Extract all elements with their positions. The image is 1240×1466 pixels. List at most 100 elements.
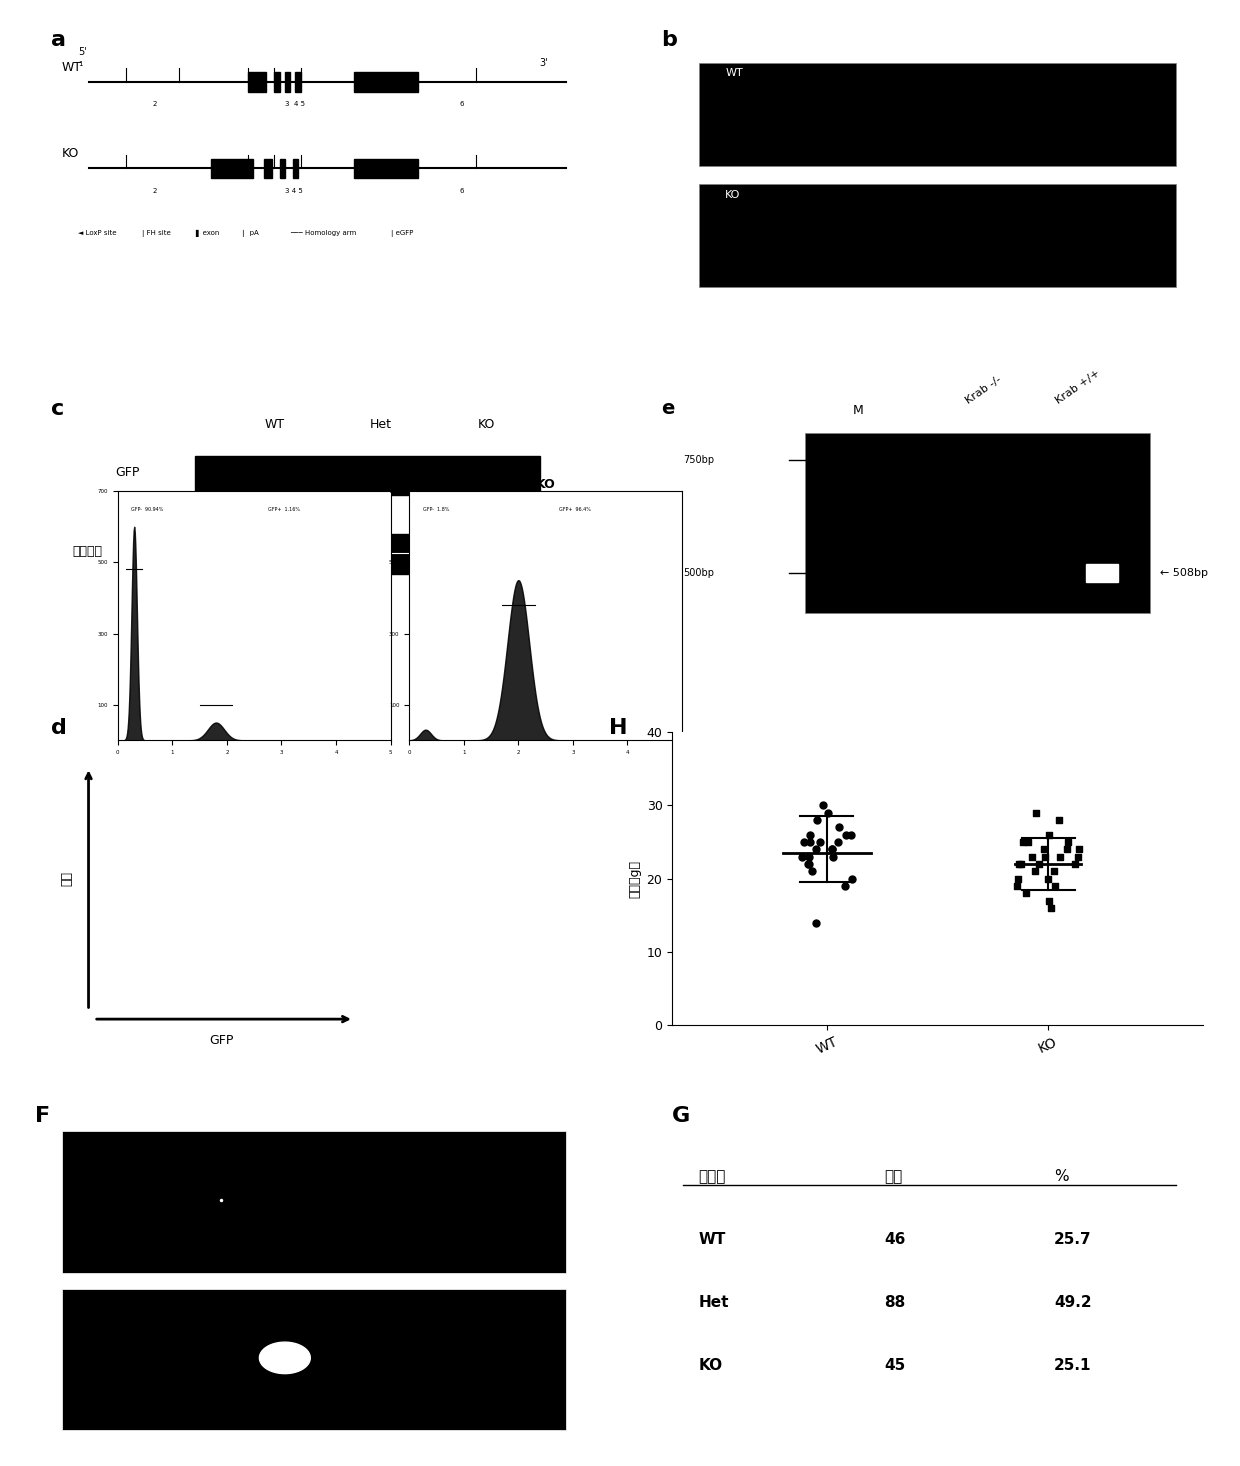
- Point: [806, 910, 826, 934]
- Bar: [285, 72, 290, 91]
- Text: ─── Homology arm: ─── Homology arm: [290, 230, 356, 236]
- Text: e: e: [662, 399, 675, 418]
- Text: Het: Het: [370, 418, 392, 431]
- Text: 肌动蛋白: 肌动蛋白: [73, 545, 103, 559]
- Point: [799, 844, 818, 868]
- Bar: [264, 158, 272, 177]
- Text: c: c: [51, 399, 64, 419]
- Text: Krab +/+: Krab +/+: [1054, 368, 1102, 406]
- Point: [842, 866, 862, 890]
- Point: [828, 830, 848, 853]
- Point: [835, 874, 854, 897]
- Text: KO: KO: [698, 1358, 723, 1372]
- Bar: [62, 1289, 567, 1431]
- Text: 3 4 5: 3 4 5: [285, 188, 303, 194]
- Bar: [353, 158, 418, 177]
- Title: KO: KO: [536, 478, 556, 491]
- Point: [811, 830, 831, 853]
- Point: [1007, 874, 1027, 897]
- Text: WT: WT: [698, 1231, 727, 1246]
- Text: GFP-  90.94%: GFP- 90.94%: [131, 507, 164, 512]
- Point: [791, 844, 811, 868]
- Point: [822, 837, 842, 861]
- Point: [1013, 830, 1033, 853]
- Text: GFP+  1.16%: GFP+ 1.16%: [268, 507, 300, 512]
- Bar: [62, 1130, 567, 1272]
- Text: 2: 2: [153, 101, 156, 107]
- Point: [797, 852, 817, 875]
- Point: [1029, 852, 1049, 875]
- Text: | eGFP: | eGFP: [391, 230, 413, 236]
- Text: %: %: [1054, 1168, 1069, 1183]
- Point: [1045, 874, 1065, 897]
- Text: F: F: [36, 1105, 51, 1126]
- Point: [1056, 837, 1076, 861]
- Text: 基因型: 基因型: [698, 1168, 727, 1183]
- Text: 1: 1: [78, 60, 82, 66]
- Text: 3': 3': [539, 57, 548, 67]
- Point: [1039, 822, 1059, 846]
- Text: 500bp: 500bp: [683, 567, 714, 578]
- Point: [1042, 896, 1061, 919]
- Bar: [211, 158, 253, 177]
- Point: [1022, 844, 1042, 868]
- Bar: [698, 63, 1177, 166]
- Bar: [293, 158, 298, 177]
- Text: KO: KO: [477, 418, 495, 431]
- Point: [1008, 866, 1028, 890]
- Point: [1017, 881, 1037, 905]
- Text: b: b: [662, 31, 677, 50]
- Point: [1012, 852, 1032, 875]
- Text: 88: 88: [884, 1294, 905, 1309]
- Text: G: G: [672, 1105, 691, 1126]
- Text: Het: Het: [698, 1294, 729, 1309]
- Bar: [1086, 564, 1118, 582]
- Point: [1044, 859, 1064, 883]
- Point: [822, 837, 842, 861]
- Text: 46: 46: [884, 1231, 905, 1246]
- Bar: [274, 72, 279, 91]
- Point: [1034, 837, 1054, 861]
- Text: 6: 6: [460, 101, 465, 107]
- Point: [1050, 844, 1070, 868]
- Text: GFP: GFP: [115, 466, 139, 479]
- Point: [1025, 859, 1045, 883]
- Text: | FH site: | FH site: [141, 230, 170, 236]
- Bar: [195, 535, 539, 573]
- Bar: [805, 432, 1149, 613]
- Point: [807, 808, 827, 831]
- Point: [823, 844, 843, 868]
- Bar: [195, 456, 539, 496]
- Bar: [279, 158, 285, 177]
- Text: 3  4 5: 3 4 5: [285, 101, 305, 107]
- Point: [1035, 844, 1055, 868]
- Point: [1025, 800, 1045, 824]
- Point: [837, 822, 857, 846]
- Point: [1018, 830, 1038, 853]
- Point: [799, 852, 818, 875]
- Text: 6: 6: [460, 188, 465, 194]
- Point: [800, 822, 820, 846]
- Point: [813, 793, 833, 817]
- Text: 25.7: 25.7: [1054, 1231, 1092, 1246]
- Bar: [248, 72, 267, 91]
- Text: KO: KO: [62, 147, 79, 160]
- Text: 2: 2: [153, 188, 156, 194]
- Text: 25.1: 25.1: [1054, 1358, 1091, 1372]
- Point: [830, 815, 849, 839]
- Text: 计数: 计数: [61, 871, 74, 885]
- Point: [1009, 852, 1029, 875]
- Text: 5': 5': [78, 47, 87, 57]
- Text: GFP+  96.4%: GFP+ 96.4%: [559, 507, 591, 512]
- Polygon shape: [259, 1343, 310, 1374]
- Point: [841, 822, 861, 846]
- Text: WT: WT: [264, 418, 284, 431]
- Bar: [698, 185, 1177, 287]
- Bar: [295, 72, 301, 91]
- Bar: [353, 72, 418, 91]
- Text: ▌ exon: ▌ exon: [195, 230, 219, 236]
- Text: GFP-  1.8%: GFP- 1.8%: [423, 507, 449, 512]
- Text: 49.2: 49.2: [1054, 1294, 1092, 1309]
- Text: 750bp: 750bp: [683, 454, 714, 465]
- Text: H: H: [609, 718, 627, 737]
